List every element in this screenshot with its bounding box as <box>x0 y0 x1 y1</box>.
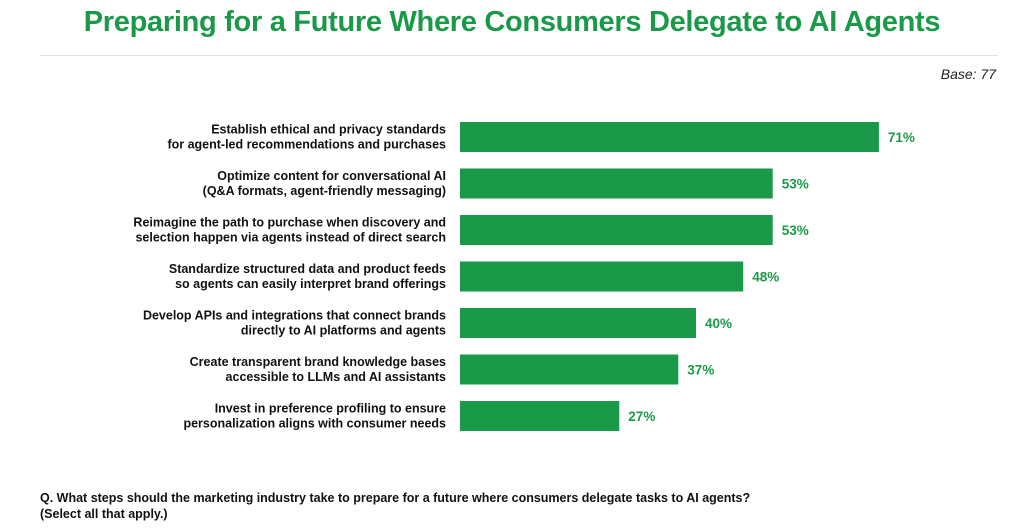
category-label-4: Standardize structured data and product … <box>169 262 446 291</box>
category-label-line: Optimize content for conversational AI <box>217 169 446 183</box>
value-label-7: 27% <box>628 409 655 424</box>
category-label-3: Reimagine the path to purchase when disc… <box>133 216 446 245</box>
bar-1 <box>460 122 879 152</box>
bar-5 <box>460 308 696 338</box>
category-label-line: Develop APIs and integrations that conne… <box>143 309 446 323</box>
value-label-3: 53% <box>782 223 809 238</box>
category-label-line: Establish ethical and privacy standards <box>211 123 446 137</box>
category-label-line: for agent-led recommendations and purcha… <box>167 138 446 152</box>
category-label-line: directly to AI platforms and agents <box>241 324 446 338</box>
value-label-5: 40% <box>705 316 732 331</box>
bar-3 <box>460 215 773 245</box>
survey-question: Q. What steps should the marketing indus… <box>40 490 750 522</box>
page-title: Preparing for a Future Where Consumers D… <box>83 6 941 38</box>
category-label-7: Invest in preference profiling to ensure… <box>183 402 446 431</box>
base-note: Base: 77 <box>940 66 996 82</box>
category-label-1: Establish ethical and privacy standards f… <box>167 123 446 152</box>
category-label-5: Develop APIs and integrations that conne… <box>143 309 446 338</box>
category-label-line: Invest in preference profiling to ensure <box>215 402 446 416</box>
category-label-line: Create transparent brand knowledge bases <box>190 355 446 369</box>
bar-7 <box>460 401 620 431</box>
category-label-line: Reimagine the path to purchase when disc… <box>133 216 446 230</box>
title-divider <box>40 55 998 56</box>
category-label-line: selection happen via agents instead of d… <box>135 231 446 245</box>
question-instruction: (Select all that apply.) <box>40 507 168 521</box>
value-label-6: 37% <box>687 363 714 378</box>
value-label-2: 53% <box>782 177 809 192</box>
category-label-line: so agents can easily interpret brand off… <box>175 277 446 291</box>
category-label-line: (Q&A formats, agent-friendly messaging) <box>203 184 446 198</box>
value-label-1: 71% <box>888 130 915 145</box>
category-label-6: Create transparent brand knowledge bases… <box>190 355 446 384</box>
category-label-line: Standardize structured data and product … <box>169 262 446 276</box>
bar-6 <box>460 354 679 385</box>
bar-2 <box>460 168 773 199</box>
category-label-line: accessible to LLMs and AI assistants <box>226 370 446 384</box>
bar-4 <box>460 261 744 292</box>
question-text: Q. What steps should the marketing indus… <box>40 491 751 505</box>
category-label-2: Optimize content for conversational AI (Q… <box>203 169 446 198</box>
category-label-line: personalization aligns with consumer nee… <box>183 417 446 431</box>
value-label-4: 48% <box>752 270 779 285</box>
